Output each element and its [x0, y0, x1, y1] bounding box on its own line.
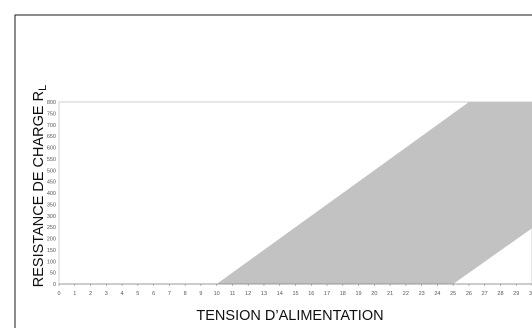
x-tick-label: 8 [184, 291, 187, 297]
y-tick-label: 750 [47, 111, 56, 117]
x-tick-label: 1 [73, 291, 76, 297]
x-tick-label: 5 [136, 291, 139, 297]
y-tick-label: 300 [47, 214, 56, 220]
y-tick-label: 600 [47, 146, 56, 152]
x-tick-label: 9 [199, 291, 202, 297]
y-tick-label: 650 [47, 134, 56, 140]
y-tick-label: 0 [53, 282, 56, 288]
y-tick-label: 250 [47, 225, 56, 231]
x-ticks: 0 1 2 3 4 5 6 7 8 9 10 11 12 13 14 15 16 17 18 19 20 21 22 23 24… [57, 284, 532, 297]
x-tick-label: 4 [121, 291, 124, 297]
x-tick-label: 14 [277, 291, 283, 297]
x-tick-label: 15 [292, 291, 298, 297]
y-tick-label: 800 [47, 100, 56, 106]
y-tick-label: 700 [47, 123, 56, 129]
y-tick-label: 350 [47, 202, 56, 208]
y-tick-label: 200 [47, 237, 56, 243]
y-tick-label: 150 [47, 248, 56, 254]
x-tick-label: 6 [152, 291, 155, 297]
x-tick-label: 16 [308, 291, 314, 297]
x-tick-label: 28 [497, 291, 503, 297]
x-tick-label: 26 [466, 291, 472, 297]
x-tick-label: 19 [356, 291, 362, 297]
x-tick-label: 27 [482, 291, 488, 297]
x-tick-label: 29 [513, 291, 519, 297]
x-tick-label: 18 [340, 291, 346, 297]
x-tick-label: 2 [89, 291, 92, 297]
y-tick-label: 50 [50, 271, 56, 277]
operating-region [216, 102, 532, 284]
y-tick-label: 500 [47, 168, 56, 174]
x-tick-label: 12 [245, 291, 251, 297]
y-axis-title: RESISTANCE DE CHARGE RL [31, 85, 49, 287]
figure-frame [14, 14, 532, 328]
x-tick-label: 17 [324, 291, 330, 297]
y-ticks: 0 50 100 150 200 250 300 350 400 450 500 550 600 650 7… [47, 100, 56, 288]
x-tick-label: 21 [387, 291, 393, 297]
y-tick-label: 550 [47, 157, 56, 163]
x-tick-label: 13 [261, 291, 267, 297]
x-axis-title: TENSION D’ALIMENTATION [196, 308, 383, 324]
x-tick-label: 25 [450, 291, 456, 297]
y-tick-label: 450 [47, 180, 56, 186]
x-tick-label: 11 [230, 291, 236, 297]
x-tick-label: 30 [529, 291, 532, 297]
x-tick-label: 3 [105, 291, 108, 297]
y-tick-label: 400 [47, 191, 56, 197]
x-tick-label: 10 [214, 291, 220, 297]
x-tick-label: 7 [168, 291, 171, 297]
y-tick-label: 100 [47, 259, 56, 265]
x-tick-label: 22 [403, 291, 409, 297]
x-tick-label: 0 [57, 291, 60, 297]
x-tick-label: 20 [371, 291, 377, 297]
x-tick-label: 24 [434, 291, 440, 297]
x-tick-label: 23 [419, 291, 425, 297]
